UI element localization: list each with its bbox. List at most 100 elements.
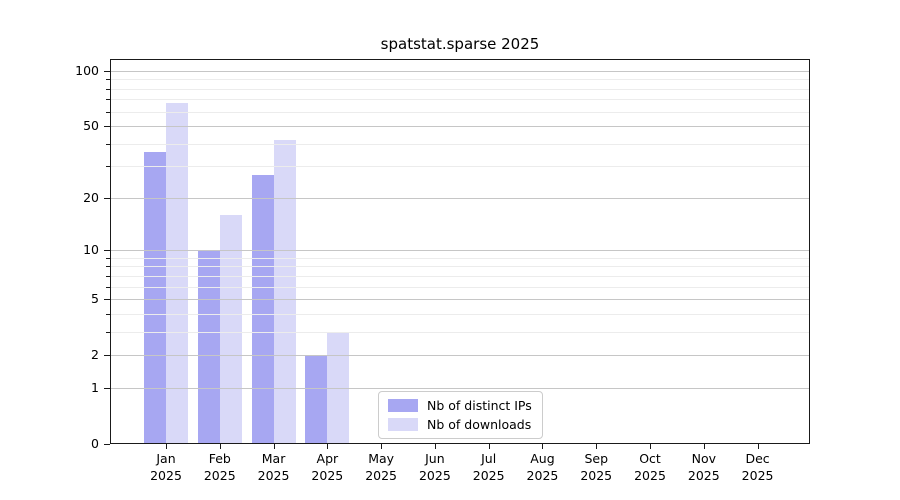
x-tick-label-mar: Mar 2025	[239, 451, 309, 484]
legend-label-downloads: Nb of downloads	[427, 417, 532, 432]
minor-gridline	[111, 286, 809, 288]
x-tick-mark	[757, 444, 759, 449]
x-tick-month: Oct	[639, 451, 661, 466]
y-minor-tick-mark	[106, 275, 110, 277]
y-tick-label: 20	[83, 189, 99, 205]
x-tick-month: Aug	[530, 451, 555, 466]
x-tick-label-dec: Dec 2025	[723, 451, 793, 484]
y-minor-tick-mark	[106, 257, 110, 259]
legend: Nb of distinct IPs Nb of downloads	[378, 391, 543, 439]
x-tick-month: Jun	[425, 451, 445, 466]
bar-feb-distinct-ips	[197, 250, 220, 443]
minor-gridline	[111, 79, 809, 81]
x-tick-label-aug: Aug 2025	[507, 451, 577, 484]
y-minor-tick-mark	[106, 111, 110, 113]
x-tick-mark	[650, 444, 652, 449]
x-tick-mark	[273, 444, 275, 449]
legend-entry-downloads: Nb of downloads	[388, 417, 532, 432]
x-tick-year: 2025	[365, 467, 398, 483]
bar-apr-downloads	[327, 331, 350, 443]
x-tick-mark	[327, 444, 329, 449]
y-minor-tick-mark	[106, 313, 110, 315]
y-tick-label: 100	[75, 62, 99, 78]
y-tick-mark	[104, 387, 110, 389]
minor-gridline	[111, 166, 809, 168]
x-tick-year: 2025	[150, 467, 182, 483]
y-minor-tick-mark	[106, 286, 110, 288]
x-tick-month: May	[368, 451, 395, 466]
minor-gridline	[111, 313, 809, 315]
y-tick-label: 10	[83, 242, 99, 258]
x-tick-label-nov: Nov 2025	[669, 451, 739, 484]
x-tick-year: 2025	[634, 467, 666, 483]
legend-swatch-downloads-icon	[388, 418, 418, 431]
x-tick-month: Sep	[584, 451, 609, 466]
y-tick-label: 50	[83, 118, 99, 134]
y-minor-tick-mark	[106, 331, 110, 333]
x-tick-label-jul: Jul 2025	[454, 451, 524, 484]
x-tick-mark	[596, 444, 598, 449]
bar-feb-downloads	[219, 214, 242, 443]
x-tick-label-oct: Oct 2025	[615, 451, 685, 484]
y-tick-mark	[104, 70, 110, 72]
x-tick-month: Apr	[316, 451, 339, 466]
x-tick-label-jan: Jan 2025	[131, 451, 201, 484]
x-tick-label-feb: Feb 2025	[185, 451, 255, 484]
x-tick-mark	[542, 444, 544, 449]
x-tick-mark	[219, 444, 221, 449]
major-gridline	[111, 70, 809, 72]
x-tick-mark	[434, 444, 436, 449]
minor-gridline	[111, 266, 809, 268]
y-tick-mark	[104, 250, 110, 252]
x-tick-month: Dec	[745, 451, 770, 466]
legend-entry-distinct-ips: Nb of distinct IPs	[388, 398, 532, 413]
y-minor-tick-mark	[106, 99, 110, 101]
y-tick-mark	[104, 126, 110, 128]
x-tick-mark	[381, 444, 383, 449]
y-minor-tick-mark	[106, 143, 110, 145]
minor-gridline	[111, 331, 809, 333]
x-tick-month: Jul	[481, 451, 497, 466]
minor-gridline	[111, 275, 809, 277]
minor-gridline	[111, 88, 809, 90]
minor-gridline	[111, 99, 809, 101]
y-tick-label: 0	[91, 436, 99, 451]
x-tick-year: 2025	[257, 467, 290, 483]
y-tick-mark	[104, 355, 110, 357]
bar-apr-distinct-ips	[305, 355, 328, 443]
minor-gridline	[111, 257, 809, 259]
plot-area	[110, 59, 810, 444]
x-tick-year: 2025	[741, 467, 774, 483]
x-tick-month: Nov	[691, 451, 716, 466]
x-tick-month: Feb	[208, 451, 231, 466]
x-tick-label-may: May 2025	[346, 451, 416, 484]
minor-gridline	[111, 111, 809, 113]
x-tick-month: Jan	[156, 451, 176, 466]
x-tick-month: Mar	[261, 451, 286, 466]
y-tick-label: 1	[91, 379, 99, 395]
y-tick-label: 5	[91, 291, 99, 307]
y-tick-label: 2	[91, 347, 99, 363]
x-tick-mark	[166, 444, 167, 449]
x-tick-year: 2025	[526, 467, 559, 483]
major-gridline	[111, 197, 809, 199]
y-minor-tick-mark	[106, 79, 110, 81]
x-tick-mark	[488, 444, 490, 449]
major-gridline	[111, 126, 809, 128]
legend-label-distinct-ips: Nb of distinct IPs	[427, 398, 532, 413]
x-tick-year: 2025	[687, 467, 720, 483]
major-gridline	[111, 299, 809, 301]
bar-jan-distinct-ips	[144, 152, 166, 443]
bar-mar-downloads	[273, 139, 296, 443]
chart-title: spatstat.sparse 2025	[380, 35, 540, 53]
y-tick-mark	[104, 299, 110, 301]
y-minor-tick-mark	[106, 266, 110, 268]
x-tick-label-sep: Sep 2025	[561, 451, 631, 484]
x-tick-label-jun: Jun 2025	[400, 451, 470, 484]
y-tick-mark	[104, 444, 110, 445]
major-gridline	[111, 355, 809, 357]
major-gridline	[111, 250, 809, 252]
y-tick-mark	[104, 197, 110, 199]
y-minor-tick-mark	[106, 88, 110, 90]
